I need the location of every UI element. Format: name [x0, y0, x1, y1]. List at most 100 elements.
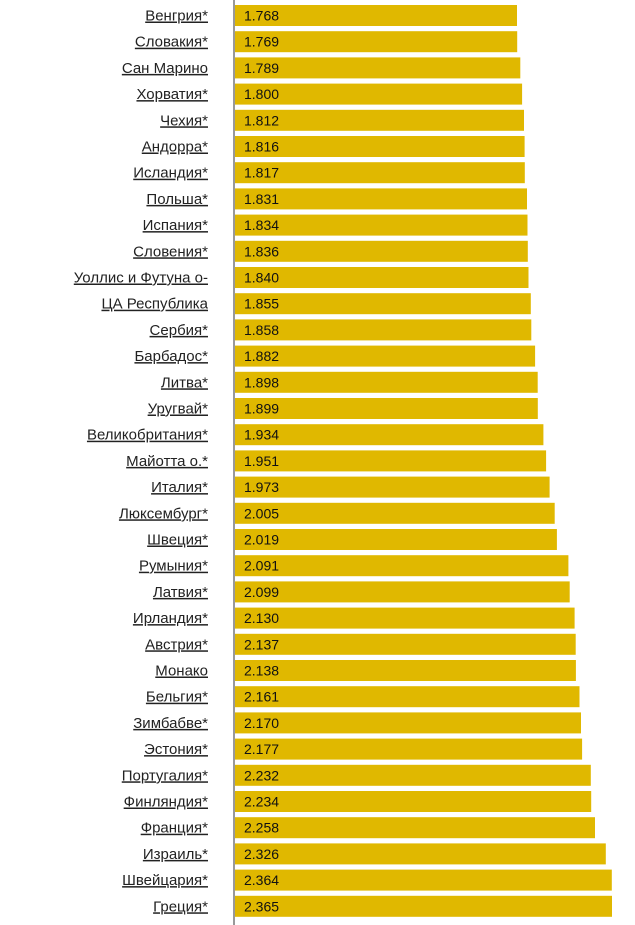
category-label[interactable]: Уругвай*	[148, 401, 209, 418]
value-label: 2.130	[244, 610, 279, 626]
bars-group	[235, 5, 612, 917]
value-label: 2.019	[244, 532, 279, 548]
bar	[235, 660, 576, 681]
category-label[interactable]: Израиль*	[143, 846, 208, 863]
category-label[interactable]: Словакия*	[135, 34, 208, 51]
bar	[235, 371, 538, 393]
category-label[interactable]: Чехия*	[160, 112, 208, 129]
value-label: 2.258	[244, 820, 279, 836]
bar	[235, 83, 523, 105]
category-label[interactable]: Словения*	[133, 243, 208, 260]
category-label[interactable]: Греция*	[153, 898, 208, 915]
bar	[235, 895, 612, 917]
value-label: 1.836	[244, 243, 279, 259]
bar	[235, 869, 612, 891]
value-label: 2.365	[244, 898, 279, 914]
category-label[interactable]: Люксембург*	[119, 505, 208, 522]
bar	[235, 345, 536, 367]
value-label: 1.834	[244, 217, 279, 233]
category-label[interactable]: Бельгия*	[146, 689, 208, 706]
bar	[235, 5, 517, 26]
category-label[interactable]: Польша*	[146, 191, 208, 208]
category-label[interactable]: Венгрия*	[145, 8, 208, 25]
category-label[interactable]: Швеция*	[147, 532, 208, 549]
category-label[interactable]: Франция*	[141, 820, 208, 837]
category-labels-group: Венгрия* Словакия* Сан Марино Хорватия* Чехи…	[74, 8, 209, 916]
category-label[interactable]: Ирландия*	[133, 610, 208, 627]
bar	[235, 214, 528, 236]
category-label[interactable]: Исландия*	[133, 165, 208, 182]
value-label: 2.091	[244, 558, 279, 574]
value-label: 1.840	[244, 270, 279, 286]
bar	[235, 764, 591, 786]
bar	[235, 581, 570, 603]
bar	[235, 109, 524, 131]
category-label[interactable]: Великобритания*	[87, 427, 208, 444]
category-label[interactable]: Швейцария*	[122, 872, 208, 889]
value-label: 2.364	[244, 872, 279, 888]
bar	[235, 450, 547, 472]
bar	[235, 738, 583, 760]
category-label[interactable]: ЦА Республика	[101, 296, 208, 313]
category-label[interactable]: Зимбабве*	[133, 715, 208, 732]
bar	[235, 529, 557, 550]
bar	[235, 476, 550, 498]
bar	[235, 712, 581, 734]
bar	[235, 607, 575, 629]
value-label: 2.232	[244, 767, 279, 783]
value-label: 2.177	[244, 741, 279, 757]
value-label: 1.800	[244, 86, 279, 102]
bar	[235, 424, 544, 446]
category-label[interactable]: Литва*	[161, 374, 208, 391]
value-label: 1.899	[244, 401, 279, 417]
category-label[interactable]: Латвия*	[153, 584, 208, 601]
bar	[235, 686, 580, 708]
value-label: 2.138	[244, 663, 279, 679]
category-label[interactable]: Испания*	[143, 217, 209, 234]
bar	[235, 817, 595, 839]
value-label: 2.234	[244, 794, 279, 810]
value-label: 1.831	[244, 191, 279, 207]
category-label[interactable]: Хорватия*	[136, 86, 208, 103]
category-label[interactable]: Уоллис и Футуна о-	[74, 270, 208, 287]
category-label[interactable]: Барбадос*	[134, 348, 208, 365]
value-label: 1.816	[244, 139, 279, 155]
value-label: 2.099	[244, 584, 279, 600]
bar	[235, 319, 532, 341]
value-label: 1.855	[244, 296, 279, 312]
value-label: 1.934	[244, 427, 279, 443]
value-label: 2.161	[244, 689, 279, 705]
category-label[interactable]: Монако	[155, 663, 208, 680]
bar	[235, 633, 576, 655]
value-label: 1.768	[244, 8, 279, 24]
category-label[interactable]: Финляндия*	[124, 794, 208, 811]
bar	[235, 502, 555, 524]
category-label[interactable]: Сербия*	[150, 322, 209, 339]
category-label[interactable]: Португалия*	[122, 767, 208, 784]
category-label[interactable]: Эстония*	[144, 741, 208, 758]
category-label[interactable]: Румыния*	[139, 558, 208, 575]
value-label: 2.326	[244, 846, 279, 862]
value-label: 1.812	[244, 112, 279, 128]
value-label: 1.769	[244, 34, 279, 50]
category-label[interactable]: Андорра*	[142, 139, 208, 156]
bar	[235, 31, 518, 53]
value-label: 2.170	[244, 715, 279, 731]
value-label: 1.789	[244, 60, 279, 76]
category-label[interactable]: Сан Марино	[122, 60, 208, 77]
bar	[235, 136, 525, 157]
value-label: 1.973	[244, 479, 279, 495]
bar	[235, 188, 527, 210]
bar	[235, 555, 569, 577]
bar	[235, 791, 592, 812]
value-label: 1.951	[244, 453, 279, 469]
value-labels-group: 1.768 1.769 1.789 1.800 1.812 1.816 1.817 1.831…	[244, 8, 279, 915]
value-label: 1.898	[244, 374, 279, 390]
category-label[interactable]: Майотта о.*	[126, 453, 208, 470]
value-label: 1.858	[244, 322, 279, 338]
category-label[interactable]: Италия*	[151, 479, 208, 496]
bar	[235, 293, 531, 315]
category-label[interactable]: Австрия*	[145, 636, 208, 653]
bar	[235, 240, 528, 262]
